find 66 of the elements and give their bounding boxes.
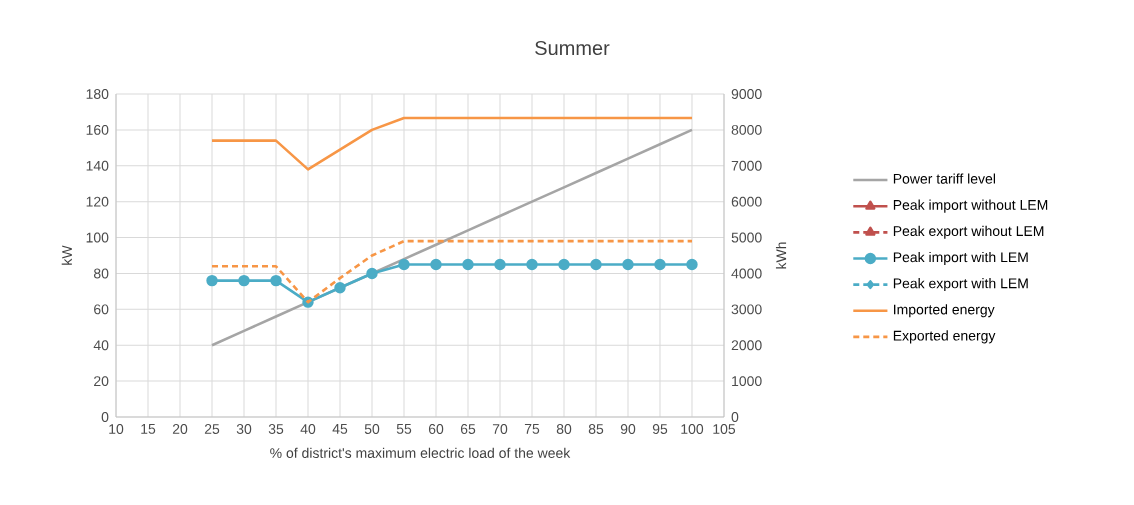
point	[398, 258, 410, 271]
x-axis-title: % of district's maximum electric load of the week	[270, 447, 571, 458]
point	[334, 282, 346, 294]
x-tick-label: 105	[713, 424, 736, 434]
point	[494, 258, 506, 271]
point	[654, 258, 666, 271]
legend-label: Peak export wihout LEM	[893, 225, 1044, 239]
x-tick-label: 20	[172, 424, 188, 434]
y-tick-label: 160	[86, 124, 109, 135]
x-tick-label: 60	[428, 424, 444, 434]
x-tick-label: 45	[332, 424, 348, 434]
y2-tick-label: 8000	[731, 124, 762, 135]
y2-axis-title: kWh	[775, 242, 787, 269]
y-tick-label: 0	[101, 412, 109, 422]
y-tick-label: 140	[86, 160, 109, 171]
x-tick-label: 50	[364, 424, 380, 434]
x-tick-label: 35	[268, 424, 284, 434]
y-axis-title: kW	[61, 245, 72, 265]
point	[238, 274, 250, 287]
y2-tick-label: 0	[731, 412, 739, 422]
y2-tick-label: 7000	[731, 160, 762, 171]
point	[430, 258, 442, 271]
y2-tick-label: 3000	[731, 304, 762, 315]
x-tick-label: 90	[620, 424, 636, 434]
x-tick-label: 30	[236, 424, 252, 434]
y2-tick-label: 6000	[731, 196, 762, 207]
legend-label: Exported energy	[893, 330, 996, 344]
x-tick-label: 40	[300, 424, 316, 434]
y-tick-label: 60	[94, 304, 109, 315]
legend-label: Imported energy	[894, 304, 995, 318]
x-tick-label: 95	[652, 424, 668, 434]
x-tick-label: 65	[460, 424, 476, 434]
x-tick-label: 70	[492, 424, 508, 434]
y2-tick-label: 1000	[732, 376, 762, 387]
point	[462, 258, 474, 271]
legend-label: Power tariff level	[893, 173, 995, 184]
legend-label: Peak import without LEM	[893, 199, 1048, 213]
y-tick-label: 100	[86, 232, 109, 243]
y-tick-label: 20	[94, 376, 109, 387]
point	[526, 258, 538, 271]
point	[206, 274, 218, 287]
x-tick-label: 55	[396, 424, 412, 434]
point	[270, 274, 282, 287]
y-tick-label: 120	[86, 196, 109, 207]
x-tick-label: 25	[204, 424, 220, 434]
point	[622, 258, 634, 271]
y-tick-label: 180	[86, 89, 109, 99]
chart-title: Summer	[535, 40, 610, 56]
x-tick-label: 75	[524, 424, 540, 434]
legend-label: Peak export with LEM	[893, 278, 1028, 292]
y-tick-label: 40	[93, 340, 109, 351]
x-tick-label: 15	[141, 424, 156, 434]
x-tick-label: 10	[109, 424, 124, 434]
point	[558, 258, 570, 271]
point	[686, 258, 698, 271]
y2-tick-label: 5000	[731, 232, 762, 243]
y2-tick-label: 9000	[731, 89, 762, 99]
x-tick-label: 80	[556, 424, 572, 434]
y2-tick-label: 4000	[731, 268, 762, 279]
y-tick-label: 80	[93, 268, 109, 279]
x-tick-label: 100	[681, 424, 704, 434]
y2-tick-label: 2000	[731, 340, 762, 351]
legend-label: Peak import with LEM	[893, 251, 1028, 265]
point	[590, 258, 602, 271]
x-tick-label: 85	[588, 424, 604, 434]
point	[366, 267, 378, 280]
